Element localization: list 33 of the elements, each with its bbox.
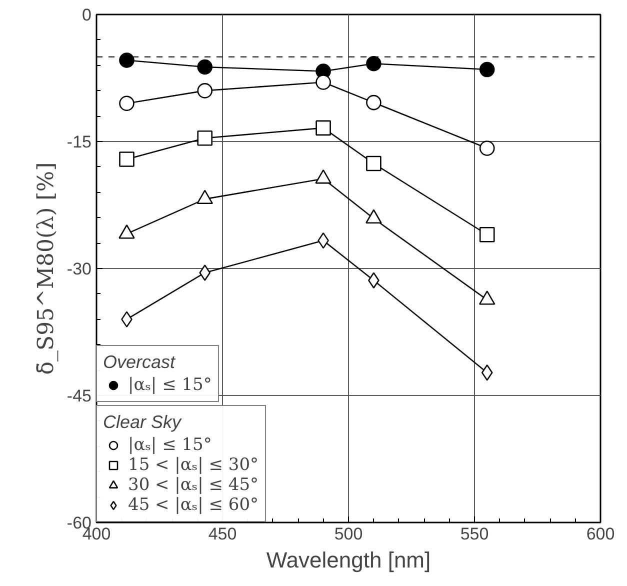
point [479, 226, 495, 242]
point [197, 130, 213, 146]
y-tick-label: 0 [82, 6, 92, 24]
point [197, 83, 213, 98]
y-tick-label: -15 [66, 132, 92, 152]
legend-label: |αₛ| ≤ 15° [128, 435, 212, 455]
annotation: Clear Sky [103, 412, 183, 433]
point [481, 364, 493, 381]
x-tick-label: 500 [334, 524, 363, 544]
point [366, 56, 382, 72]
point [316, 74, 331, 90]
x-tick-label: 550 [460, 524, 489, 544]
point [479, 140, 495, 156]
x-tick-label: 450 [208, 524, 237, 544]
x-tick-label: 600 [586, 524, 615, 544]
point [197, 59, 213, 75]
x-axis-title: Wavelength [nm] [266, 548, 431, 572]
legend-label: 45 < |αₛ| ≤ 60° [128, 495, 259, 515]
point [119, 152, 134, 167]
point [366, 94, 382, 110]
legend-label: 30 < |αₛ| ≤ 45° [128, 475, 259, 495]
y-tick-label: -45 [66, 386, 92, 406]
point [199, 264, 211, 281]
point [366, 156, 382, 172]
point [119, 52, 134, 68]
y-tick-label: -30 [66, 260, 92, 278]
point [479, 62, 495, 78]
point [119, 96, 134, 112]
point [316, 120, 331, 136]
annotation: Overcast [103, 352, 176, 373]
legend-label: 15 < |αₛ| ≤ 30° [128, 455, 259, 475]
legend-label: |αₛ| ≤ 15° [128, 375, 212, 395]
y-axis-title: δ̄_S95^M80(λ) [%] [34, 162, 59, 375]
